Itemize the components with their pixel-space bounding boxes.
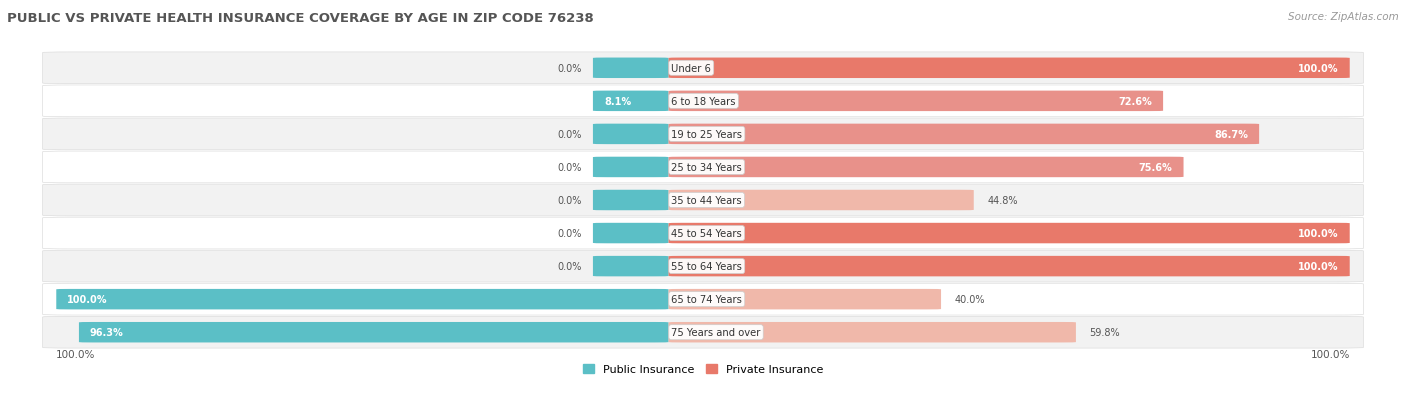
Text: 96.3%: 96.3%	[90, 328, 124, 337]
Text: 100.0%: 100.0%	[1298, 64, 1339, 74]
FancyBboxPatch shape	[669, 256, 1350, 277]
FancyBboxPatch shape	[593, 91, 669, 112]
Text: 40.0%: 40.0%	[955, 294, 986, 304]
Text: 45 to 54 Years: 45 to 54 Years	[671, 228, 742, 238]
FancyBboxPatch shape	[42, 284, 1364, 315]
FancyBboxPatch shape	[593, 58, 669, 79]
FancyBboxPatch shape	[669, 58, 1350, 79]
Text: 6 to 18 Years: 6 to 18 Years	[671, 97, 735, 107]
Text: 100.0%: 100.0%	[1298, 228, 1339, 238]
FancyBboxPatch shape	[42, 317, 1364, 348]
Text: 0.0%: 0.0%	[558, 163, 582, 173]
Text: Under 6: Under 6	[671, 64, 711, 74]
FancyBboxPatch shape	[593, 124, 669, 145]
FancyBboxPatch shape	[42, 185, 1364, 216]
Text: 25 to 34 Years: 25 to 34 Years	[671, 163, 742, 173]
Text: 86.7%: 86.7%	[1215, 130, 1249, 140]
Text: 55 to 64 Years: 55 to 64 Years	[671, 261, 742, 271]
FancyBboxPatch shape	[669, 190, 974, 211]
FancyBboxPatch shape	[669, 289, 941, 310]
FancyBboxPatch shape	[593, 190, 669, 211]
FancyBboxPatch shape	[669, 322, 1076, 343]
FancyBboxPatch shape	[593, 157, 669, 178]
FancyBboxPatch shape	[669, 223, 1350, 244]
FancyBboxPatch shape	[42, 53, 1364, 84]
Legend: Public Insurance, Private Insurance: Public Insurance, Private Insurance	[579, 360, 827, 379]
Text: 19 to 25 Years: 19 to 25 Years	[671, 130, 742, 140]
Text: 0.0%: 0.0%	[558, 228, 582, 238]
Text: 8.1%: 8.1%	[605, 97, 631, 107]
Text: 44.8%: 44.8%	[987, 195, 1018, 206]
Text: 35 to 44 Years: 35 to 44 Years	[671, 195, 742, 206]
FancyBboxPatch shape	[42, 218, 1364, 249]
FancyBboxPatch shape	[56, 289, 669, 310]
Text: PUBLIC VS PRIVATE HEALTH INSURANCE COVERAGE BY AGE IN ZIP CODE 76238: PUBLIC VS PRIVATE HEALTH INSURANCE COVER…	[7, 12, 593, 25]
FancyBboxPatch shape	[42, 152, 1364, 183]
FancyBboxPatch shape	[42, 251, 1364, 282]
FancyBboxPatch shape	[593, 223, 669, 244]
FancyBboxPatch shape	[593, 256, 669, 277]
Text: 59.8%: 59.8%	[1090, 328, 1121, 337]
FancyBboxPatch shape	[669, 91, 1163, 112]
FancyBboxPatch shape	[42, 119, 1364, 150]
Text: 100.0%: 100.0%	[1310, 349, 1350, 359]
Text: 100.0%: 100.0%	[1298, 261, 1339, 271]
FancyBboxPatch shape	[42, 86, 1364, 117]
Text: 0.0%: 0.0%	[558, 130, 582, 140]
Text: 0.0%: 0.0%	[558, 195, 582, 206]
Text: 75.6%: 75.6%	[1139, 163, 1173, 173]
Text: 0.0%: 0.0%	[558, 261, 582, 271]
Text: 100.0%: 100.0%	[56, 349, 96, 359]
Text: 65 to 74 Years: 65 to 74 Years	[671, 294, 742, 304]
Text: 100.0%: 100.0%	[67, 294, 108, 304]
FancyBboxPatch shape	[669, 157, 1184, 178]
FancyBboxPatch shape	[79, 322, 669, 343]
Text: 0.0%: 0.0%	[558, 64, 582, 74]
Text: 72.6%: 72.6%	[1118, 97, 1152, 107]
Text: 75 Years and over: 75 Years and over	[671, 328, 761, 337]
FancyBboxPatch shape	[669, 124, 1260, 145]
Text: Source: ZipAtlas.com: Source: ZipAtlas.com	[1288, 12, 1399, 22]
